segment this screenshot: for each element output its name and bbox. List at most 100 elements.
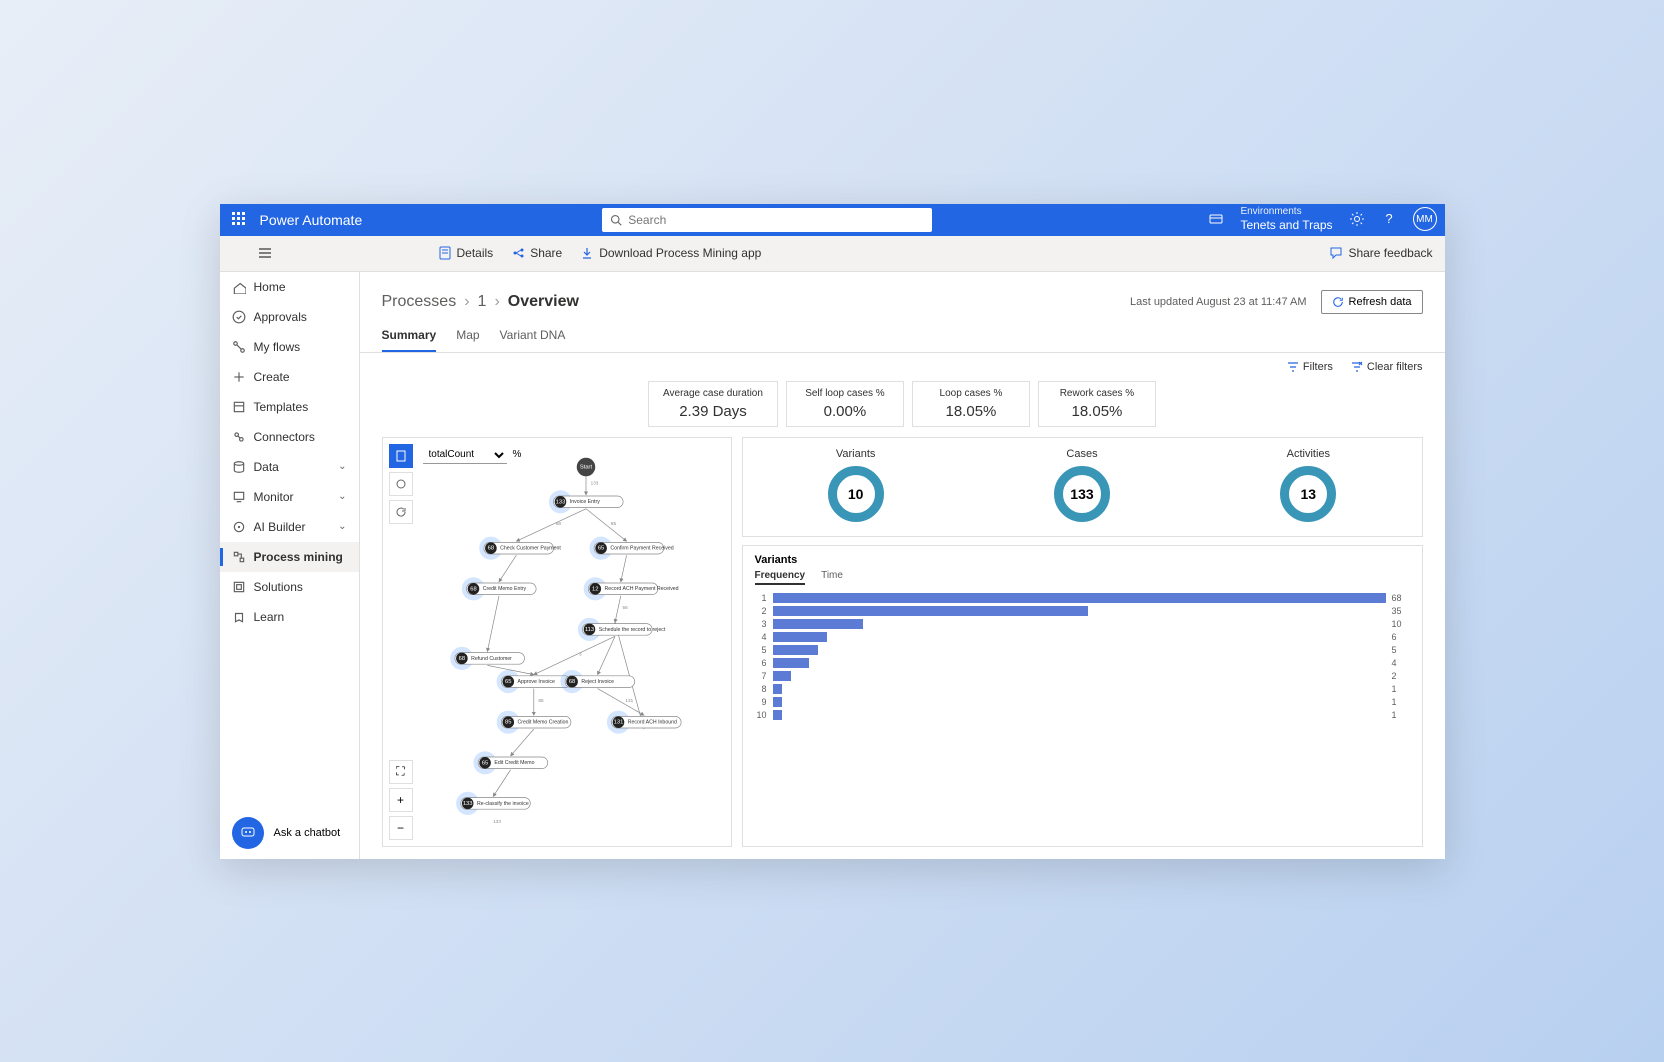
help-icon[interactable]: ? — [1381, 211, 1397, 227]
download-button[interactable]: Download Process Mining app — [580, 246, 761, 260]
bar-fill — [773, 697, 782, 707]
variant-bar-row[interactable]: 2 35 — [755, 606, 1410, 616]
plus-icon — [232, 370, 246, 384]
bar-value: 10 — [1392, 619, 1410, 629]
data-icon — [232, 460, 246, 474]
environment-icon[interactable] — [1208, 211, 1224, 227]
process-map-svg[interactable]: 133686556313185Start133Invoice Entry68Ch… — [383, 438, 731, 847]
sidebar-item-ai-builder[interactable]: AI Builder ⌄ — [220, 512, 359, 542]
bar-fill — [773, 632, 827, 642]
clear-filter-icon — [1351, 361, 1363, 373]
variant-bar-row[interactable]: 8 1 — [755, 684, 1410, 694]
variant-bar-row[interactable]: 3 10 — [755, 619, 1410, 629]
bar-track — [773, 658, 1386, 668]
sidebar-item-create[interactable]: Create — [220, 362, 359, 392]
chatbot-launcher[interactable]: Ask a chatbot — [220, 807, 359, 859]
map-zoom-toolbar: ⛶ + − — [389, 760, 413, 840]
bar-value: 68 — [1392, 593, 1410, 603]
refresh-label: Refresh data — [1349, 296, 1412, 308]
donut-ring: 133 — [1054, 466, 1110, 522]
svg-text:133: 133 — [555, 499, 565, 505]
sidebar-item-label: Connectors — [254, 430, 315, 444]
clear-filters-label: Clear filters — [1367, 361, 1423, 373]
variant-bar-row[interactable]: 5 5 — [755, 645, 1410, 655]
bar-index: 8 — [755, 684, 767, 694]
svg-text:Check Customer Payment: Check Customer Payment — [500, 545, 561, 551]
tab-summary[interactable]: Summary — [382, 328, 437, 352]
bar-index: 5 — [755, 645, 767, 655]
waffle-icon[interactable] — [232, 212, 248, 228]
map-tool-layers[interactable] — [389, 472, 413, 496]
sidebar-item-label: Create — [254, 370, 290, 384]
hamburger-icon[interactable] — [258, 246, 272, 260]
kpi-value: 0.00% — [801, 403, 889, 420]
chevron-down-icon: ⌄ — [338, 521, 346, 532]
sidebar-item-label: My flows — [254, 340, 301, 354]
feedback-button[interactable]: Share feedback — [1329, 246, 1432, 260]
map-metric-dropdown[interactable]: totalCount % — [423, 446, 522, 464]
kpi-card: Rework cases % 18.05% — [1038, 381, 1156, 427]
svg-text:113: 113 — [584, 626, 593, 632]
tab-map[interactable]: Map — [456, 328, 479, 352]
variants-tab-time[interactable]: Time — [821, 570, 843, 585]
svg-text:68: 68 — [470, 586, 476, 592]
variant-bar-row[interactable]: 9 1 — [755, 697, 1410, 707]
kpi-label: Loop cases % — [927, 388, 1015, 399]
variants-tab-frequency[interactable]: Frequency — [755, 570, 806, 585]
sidebar-item-templates[interactable]: Templates — [220, 392, 359, 422]
breadcrumb-root[interactable]: Processes — [382, 293, 457, 311]
chatbot-icon — [232, 817, 264, 849]
sidebar-item-process-mining[interactable]: Process mining — [220, 542, 359, 572]
map-fullscreen[interactable]: ⛶ — [389, 760, 413, 784]
avatar[interactable]: MM — [1413, 207, 1437, 231]
sidebar-item-monitor[interactable]: Monitor ⌄ — [220, 482, 359, 512]
variant-bar-row[interactable]: 1 68 — [755, 593, 1410, 603]
clear-filters-button[interactable]: Clear filters — [1351, 361, 1423, 373]
breadcrumb-sep: › — [494, 293, 499, 311]
sidebar-item-label: Home — [254, 280, 286, 294]
sidebar-item-approvals[interactable]: Approvals — [220, 302, 359, 332]
variant-bar-row[interactable]: 10 1 — [755, 710, 1410, 720]
map-zoom-out[interactable]: − — [389, 816, 413, 840]
breadcrumb-mid[interactable]: 1 — [478, 293, 487, 311]
tab-variant-dna[interactable]: Variant DNA — [500, 328, 566, 352]
bar-track — [773, 645, 1386, 655]
svg-text:133: 133 — [590, 480, 598, 485]
share-icon — [511, 246, 525, 260]
map-tool-reset[interactable] — [389, 500, 413, 524]
sidebar-item-home[interactable]: Home — [220, 272, 359, 302]
gear-icon[interactable] — [1349, 211, 1365, 227]
details-button[interactable]: Details — [438, 246, 494, 260]
sidebar-item-data[interactable]: Data ⌄ — [220, 452, 359, 482]
svg-text:68: 68 — [458, 655, 464, 661]
bar-track — [773, 619, 1386, 629]
map-zoom-in[interactable]: + — [389, 788, 413, 812]
environment-picker[interactable]: Environments Tenets and Traps — [1240, 206, 1332, 232]
search-wrap — [602, 208, 932, 232]
bar-index: 3 — [755, 619, 767, 629]
variant-bar-row[interactable]: 6 4 — [755, 658, 1410, 668]
sidebar-item-solutions[interactable]: Solutions — [220, 572, 359, 602]
svg-text:85: 85 — [538, 697, 544, 702]
refresh-button[interactable]: Refresh data — [1321, 290, 1423, 314]
search-input[interactable] — [628, 213, 924, 227]
bar-value: 1 — [1392, 710, 1410, 720]
variant-bar-row[interactable]: 7 2 — [755, 671, 1410, 681]
chevron-down-icon: ⌄ — [338, 491, 346, 502]
sidebar-item-learn[interactable]: Learn — [220, 602, 359, 632]
variant-bar-row[interactable]: 4 6 — [755, 632, 1410, 642]
svg-text:68: 68 — [555, 521, 561, 526]
filters-button[interactable]: Filters — [1287, 361, 1333, 373]
sidebar-item-connectors[interactable]: Connectors — [220, 422, 359, 452]
donut-title: Cases — [1054, 448, 1110, 460]
kpi-label: Rework cases % — [1053, 388, 1141, 399]
svg-text:Re-classify the invoice: Re-classify the invoice — [476, 800, 528, 806]
map-tool-view[interactable] — [389, 444, 413, 468]
svg-text:85: 85 — [505, 719, 511, 725]
top-bar-right: Environments Tenets and Traps ? MM — [1208, 206, 1436, 232]
map-metric-select[interactable]: totalCount — [423, 446, 507, 464]
dropdown-suffix: % — [513, 449, 522, 460]
sidebar-item-my-flows[interactable]: My flows — [220, 332, 359, 362]
search-box[interactable] — [602, 208, 932, 232]
share-button[interactable]: Share — [511, 246, 562, 260]
